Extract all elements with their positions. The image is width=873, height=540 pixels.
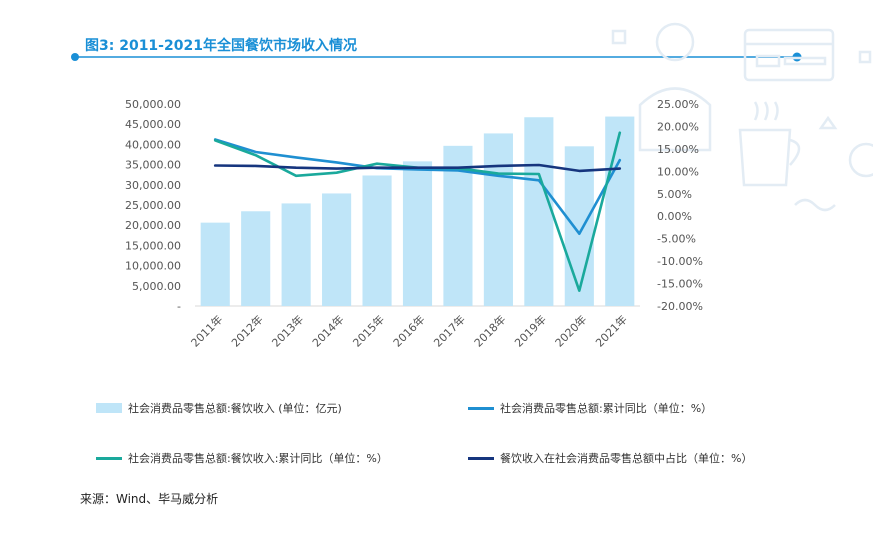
y-left-tick-label: 10,000.00 bbox=[125, 260, 181, 273]
x-tick-label: 2016年 bbox=[390, 312, 427, 349]
legend-item-retail-yoy: 社会消费品零售总额:累计同比（单位：%） bbox=[468, 400, 712, 416]
y-right-tick-label: 25.00% bbox=[657, 98, 699, 111]
y-left-tick-label: 50,000.00 bbox=[125, 98, 181, 111]
bar bbox=[322, 193, 352, 306]
background-illustration-icon bbox=[611, 22, 873, 212]
bar bbox=[200, 222, 230, 306]
bar bbox=[281, 203, 311, 306]
x-tick-label: 2021年 bbox=[592, 312, 629, 349]
bar bbox=[483, 133, 513, 306]
legend-swatch-catering-yoy bbox=[96, 456, 122, 460]
x-tick-label: 2012年 bbox=[228, 312, 265, 349]
x-tick-label: 2019年 bbox=[512, 312, 549, 349]
x-tick-label: 2015年 bbox=[350, 312, 387, 349]
series-line bbox=[213, 138, 622, 235]
y-right-tick-label: 10.00% bbox=[657, 165, 699, 178]
chart-title: 图3: 2011-2021年全国餐饮市场收入情况 bbox=[85, 38, 357, 54]
y-right-tick-label: 5.00% bbox=[657, 188, 692, 201]
y-right-tick-label: -10.00% bbox=[657, 255, 703, 268]
bar bbox=[362, 175, 392, 306]
y-right-tick-label: -5.00% bbox=[657, 233, 696, 246]
y-left-tick-label: 40,000.00 bbox=[125, 138, 181, 151]
legend-item-catering-yoy: 社会消费品零售总额:餐饮收入:累计同比（单位：%） bbox=[96, 450, 388, 466]
bar bbox=[241, 211, 271, 306]
series-line bbox=[213, 163, 622, 173]
bar bbox=[564, 146, 594, 306]
y-left-tick-label: 35,000.00 bbox=[125, 159, 181, 172]
bar bbox=[524, 117, 554, 306]
x-tick-label: 2017年 bbox=[431, 312, 468, 349]
y-right-tick-label: -20.00% bbox=[657, 300, 703, 313]
legend-label-catering-yoy: 社会消费品零售总额:餐饮收入:累计同比（单位：%） bbox=[128, 452, 388, 465]
legend-item-share: 餐饮收入在社会消费品零售总额中占比（单位：%） bbox=[468, 450, 752, 466]
bar bbox=[605, 116, 635, 307]
legend-label-bar: 社会消费品零售总额:餐饮收入 (单位：亿元) bbox=[128, 402, 342, 415]
y-right-tick-label: 15.00% bbox=[657, 143, 699, 156]
x-tick-label: 2011年 bbox=[188, 312, 225, 349]
legend-swatch-share bbox=[468, 456, 494, 460]
x-tick-label: 2014年 bbox=[309, 312, 346, 349]
y-right-tick-label: 0.00% bbox=[657, 210, 692, 223]
y-left-tick-label: 20,000.00 bbox=[125, 219, 181, 232]
legend-item-bar: 社会消费品零售总额:餐饮收入 (单位：亿元) bbox=[96, 400, 342, 416]
legend-swatch-bar bbox=[96, 403, 122, 413]
legend-label-share: 餐饮收入在社会消费品零售总额中占比（单位：%） bbox=[500, 452, 753, 465]
y-left-tick-label: 15,000.00 bbox=[125, 239, 181, 252]
y-left-tick-label: 45,000.00 bbox=[125, 118, 181, 131]
y-right-tick-label: -15.00% bbox=[657, 278, 703, 291]
x-tick-label: 2020年 bbox=[552, 312, 589, 349]
y-left-tick-label: - bbox=[177, 300, 181, 313]
source-note: 来源：Wind、毕马威分析 bbox=[80, 492, 219, 506]
y-left-tick-label: 25,000.00 bbox=[125, 199, 181, 212]
bar bbox=[402, 161, 433, 306]
legend-swatch-retail-yoy bbox=[468, 406, 494, 410]
x-tick-label: 2013年 bbox=[269, 312, 306, 349]
y-left-tick-label: 5,000.00 bbox=[132, 280, 181, 293]
legend-label-retail-yoy: 社会消费品零售总额:累计同比（单位：%） bbox=[500, 402, 713, 415]
y-right-tick-label: 20.00% bbox=[657, 120, 699, 133]
y-left-tick-label: 30,000.00 bbox=[125, 179, 181, 192]
x-tick-label: 2018年 bbox=[471, 312, 508, 349]
